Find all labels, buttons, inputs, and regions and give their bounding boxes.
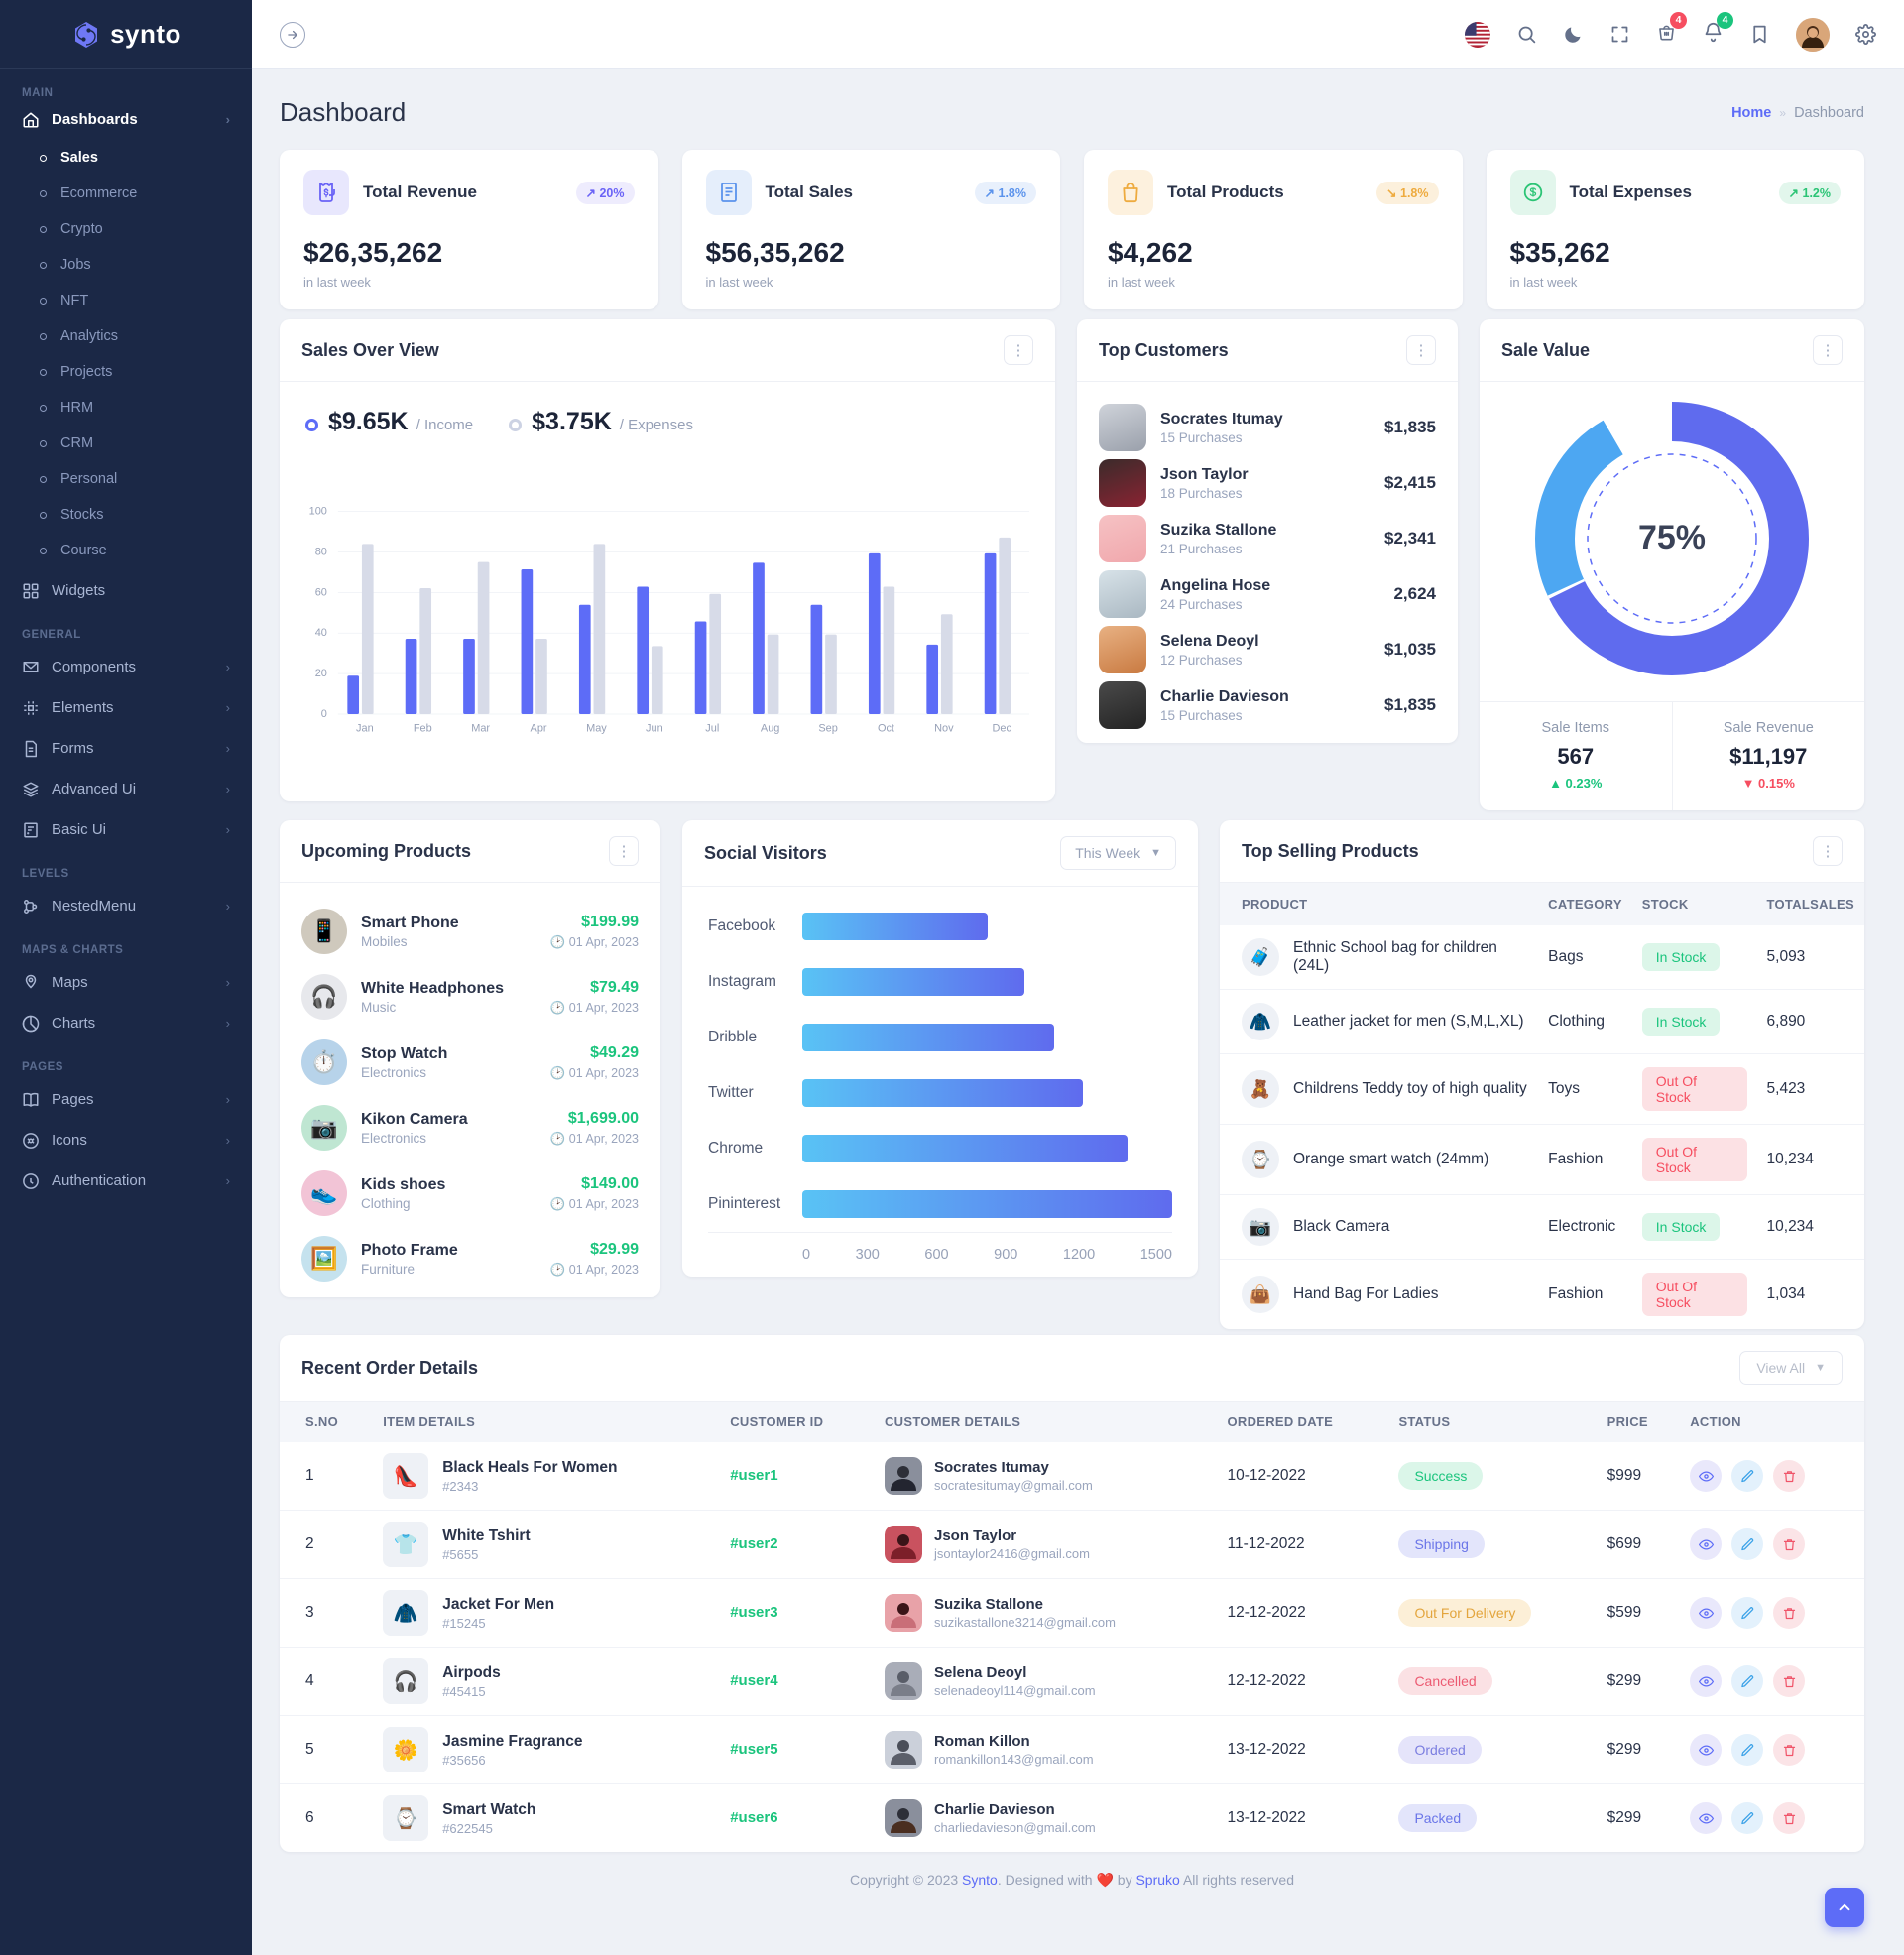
svg-text:Sep: Sep xyxy=(818,723,837,735)
svg-text:Jan: Jan xyxy=(356,723,374,735)
svg-text:Jun: Jun xyxy=(646,723,663,735)
svg-text:20: 20 xyxy=(315,668,327,679)
svg-text:100: 100 xyxy=(309,506,327,518)
svg-text:Nov: Nov xyxy=(934,723,954,735)
svg-text:May: May xyxy=(586,723,607,735)
svg-text:0: 0 xyxy=(321,708,327,720)
svg-text:40: 40 xyxy=(315,627,327,639)
svg-text:Dec: Dec xyxy=(993,723,1012,735)
svg-text:80: 80 xyxy=(315,546,327,557)
svg-text:Feb: Feb xyxy=(414,723,432,735)
svg-text:Oct: Oct xyxy=(878,723,894,735)
svg-text:Apr: Apr xyxy=(531,723,547,735)
svg-text:60: 60 xyxy=(315,586,327,598)
svg-text:75%: 75% xyxy=(1638,519,1706,556)
svg-text:Jul: Jul xyxy=(705,723,719,735)
svg-text:Aug: Aug xyxy=(761,723,779,735)
svg-text:Mar: Mar xyxy=(471,723,490,735)
